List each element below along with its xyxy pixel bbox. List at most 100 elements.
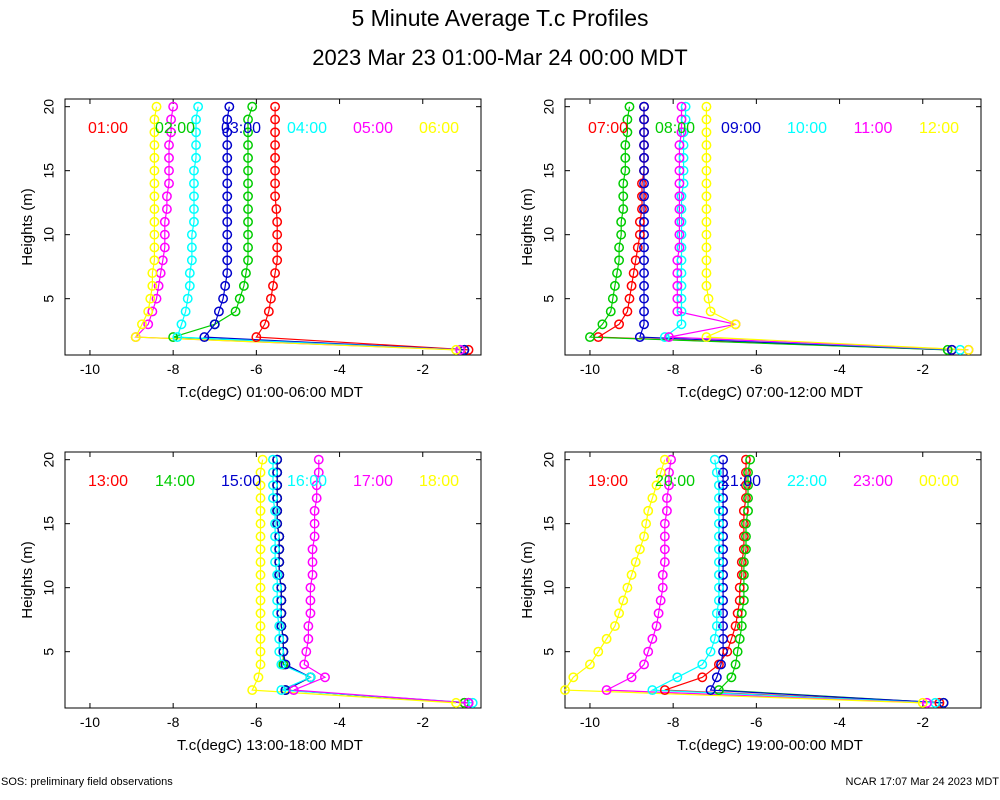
data-point	[255, 467, 266, 478]
data-point	[718, 621, 729, 632]
data-point	[313, 467, 324, 478]
y-tick-label: 20	[541, 452, 557, 468]
legend-label: 20:00	[655, 473, 695, 490]
data-point	[164, 178, 174, 189]
data-point	[738, 505, 749, 516]
data-point	[716, 659, 726, 670]
data-point	[942, 344, 953, 355]
x-tick-label: -10	[580, 361, 600, 377]
data-point	[605, 306, 616, 317]
y-tick-label: 10	[41, 580, 57, 596]
data-point	[270, 518, 281, 529]
data-point	[149, 204, 160, 215]
data-point	[618, 191, 629, 202]
data-point	[305, 672, 316, 683]
data-point	[709, 633, 720, 644]
data-point	[659, 531, 670, 542]
y-axis-label: Heights (m)	[19, 188, 36, 266]
data-point	[255, 505, 266, 516]
data-point	[222, 114, 233, 125]
x-tick-label: -8	[667, 361, 680, 377]
data-point	[722, 646, 733, 657]
data-point	[270, 101, 281, 112]
data-point	[222, 268, 233, 279]
series-line-0900	[639, 106, 952, 351]
legend-label: 04:00	[287, 120, 327, 137]
data-point	[730, 659, 741, 670]
data-point	[272, 242, 283, 253]
data-point	[274, 544, 285, 555]
data-point	[622, 127, 633, 138]
data-point	[674, 204, 685, 215]
data-point	[270, 165, 281, 176]
data-point	[243, 140, 253, 151]
data-point	[601, 633, 612, 644]
data-point	[620, 152, 631, 163]
data-point	[593, 646, 604, 657]
data-point	[222, 255, 233, 266]
data-point	[626, 672, 637, 683]
data-point	[243, 165, 253, 176]
data-point	[639, 268, 649, 279]
data-point	[701, 268, 712, 279]
data-point	[218, 293, 229, 304]
data-point	[243, 178, 253, 189]
data-point	[272, 608, 283, 619]
data-point	[676, 255, 687, 266]
data-point	[149, 140, 160, 151]
data-point	[243, 229, 253, 240]
data-point	[151, 101, 162, 112]
data-point	[224, 101, 235, 112]
data-point	[639, 191, 649, 202]
data-point	[288, 685, 299, 696]
data-point	[618, 204, 629, 215]
data-point	[713, 518, 724, 529]
y-tick-label: 5	[41, 648, 57, 656]
series-line-1300	[276, 459, 465, 704]
series-line-0800	[588, 106, 948, 351]
data-point	[674, 165, 685, 176]
data-point	[151, 293, 162, 304]
legend-label: 07:00	[588, 120, 628, 137]
data-point	[674, 178, 685, 189]
data-point	[149, 216, 160, 227]
data-point	[255, 569, 266, 580]
legend-label: 19:00	[588, 473, 628, 490]
data-point	[270, 544, 281, 555]
legend-label: 17:00	[353, 473, 393, 490]
data-point	[278, 633, 289, 644]
data-point	[661, 493, 672, 504]
data-point	[270, 152, 281, 163]
data-point	[676, 114, 687, 125]
data-point	[268, 467, 278, 478]
data-point	[616, 216, 627, 227]
data-point	[193, 101, 204, 112]
data-point	[732, 608, 743, 619]
data-point	[618, 595, 629, 606]
data-point	[641, 518, 652, 529]
data-point	[639, 319, 649, 330]
series-line-1900	[664, 459, 940, 704]
data-point	[182, 293, 193, 304]
data-point	[711, 672, 722, 683]
data-point	[159, 229, 170, 240]
data-point	[657, 582, 668, 593]
data-point	[161, 191, 172, 202]
series-line-1000	[663, 106, 961, 351]
data-point	[718, 544, 729, 555]
data-point	[272, 255, 283, 266]
data-point	[701, 140, 712, 151]
data-point	[149, 242, 160, 253]
data-point	[664, 480, 674, 491]
data-point	[643, 646, 654, 657]
data-point	[191, 127, 201, 138]
data-point	[274, 633, 285, 644]
data-point	[626, 280, 637, 291]
data-point	[255, 608, 266, 619]
data-point	[730, 621, 741, 632]
data-point	[711, 608, 722, 619]
data-point	[676, 319, 687, 330]
data-point	[917, 697, 928, 708]
series-line-0400	[176, 106, 461, 351]
data-point	[268, 493, 278, 504]
